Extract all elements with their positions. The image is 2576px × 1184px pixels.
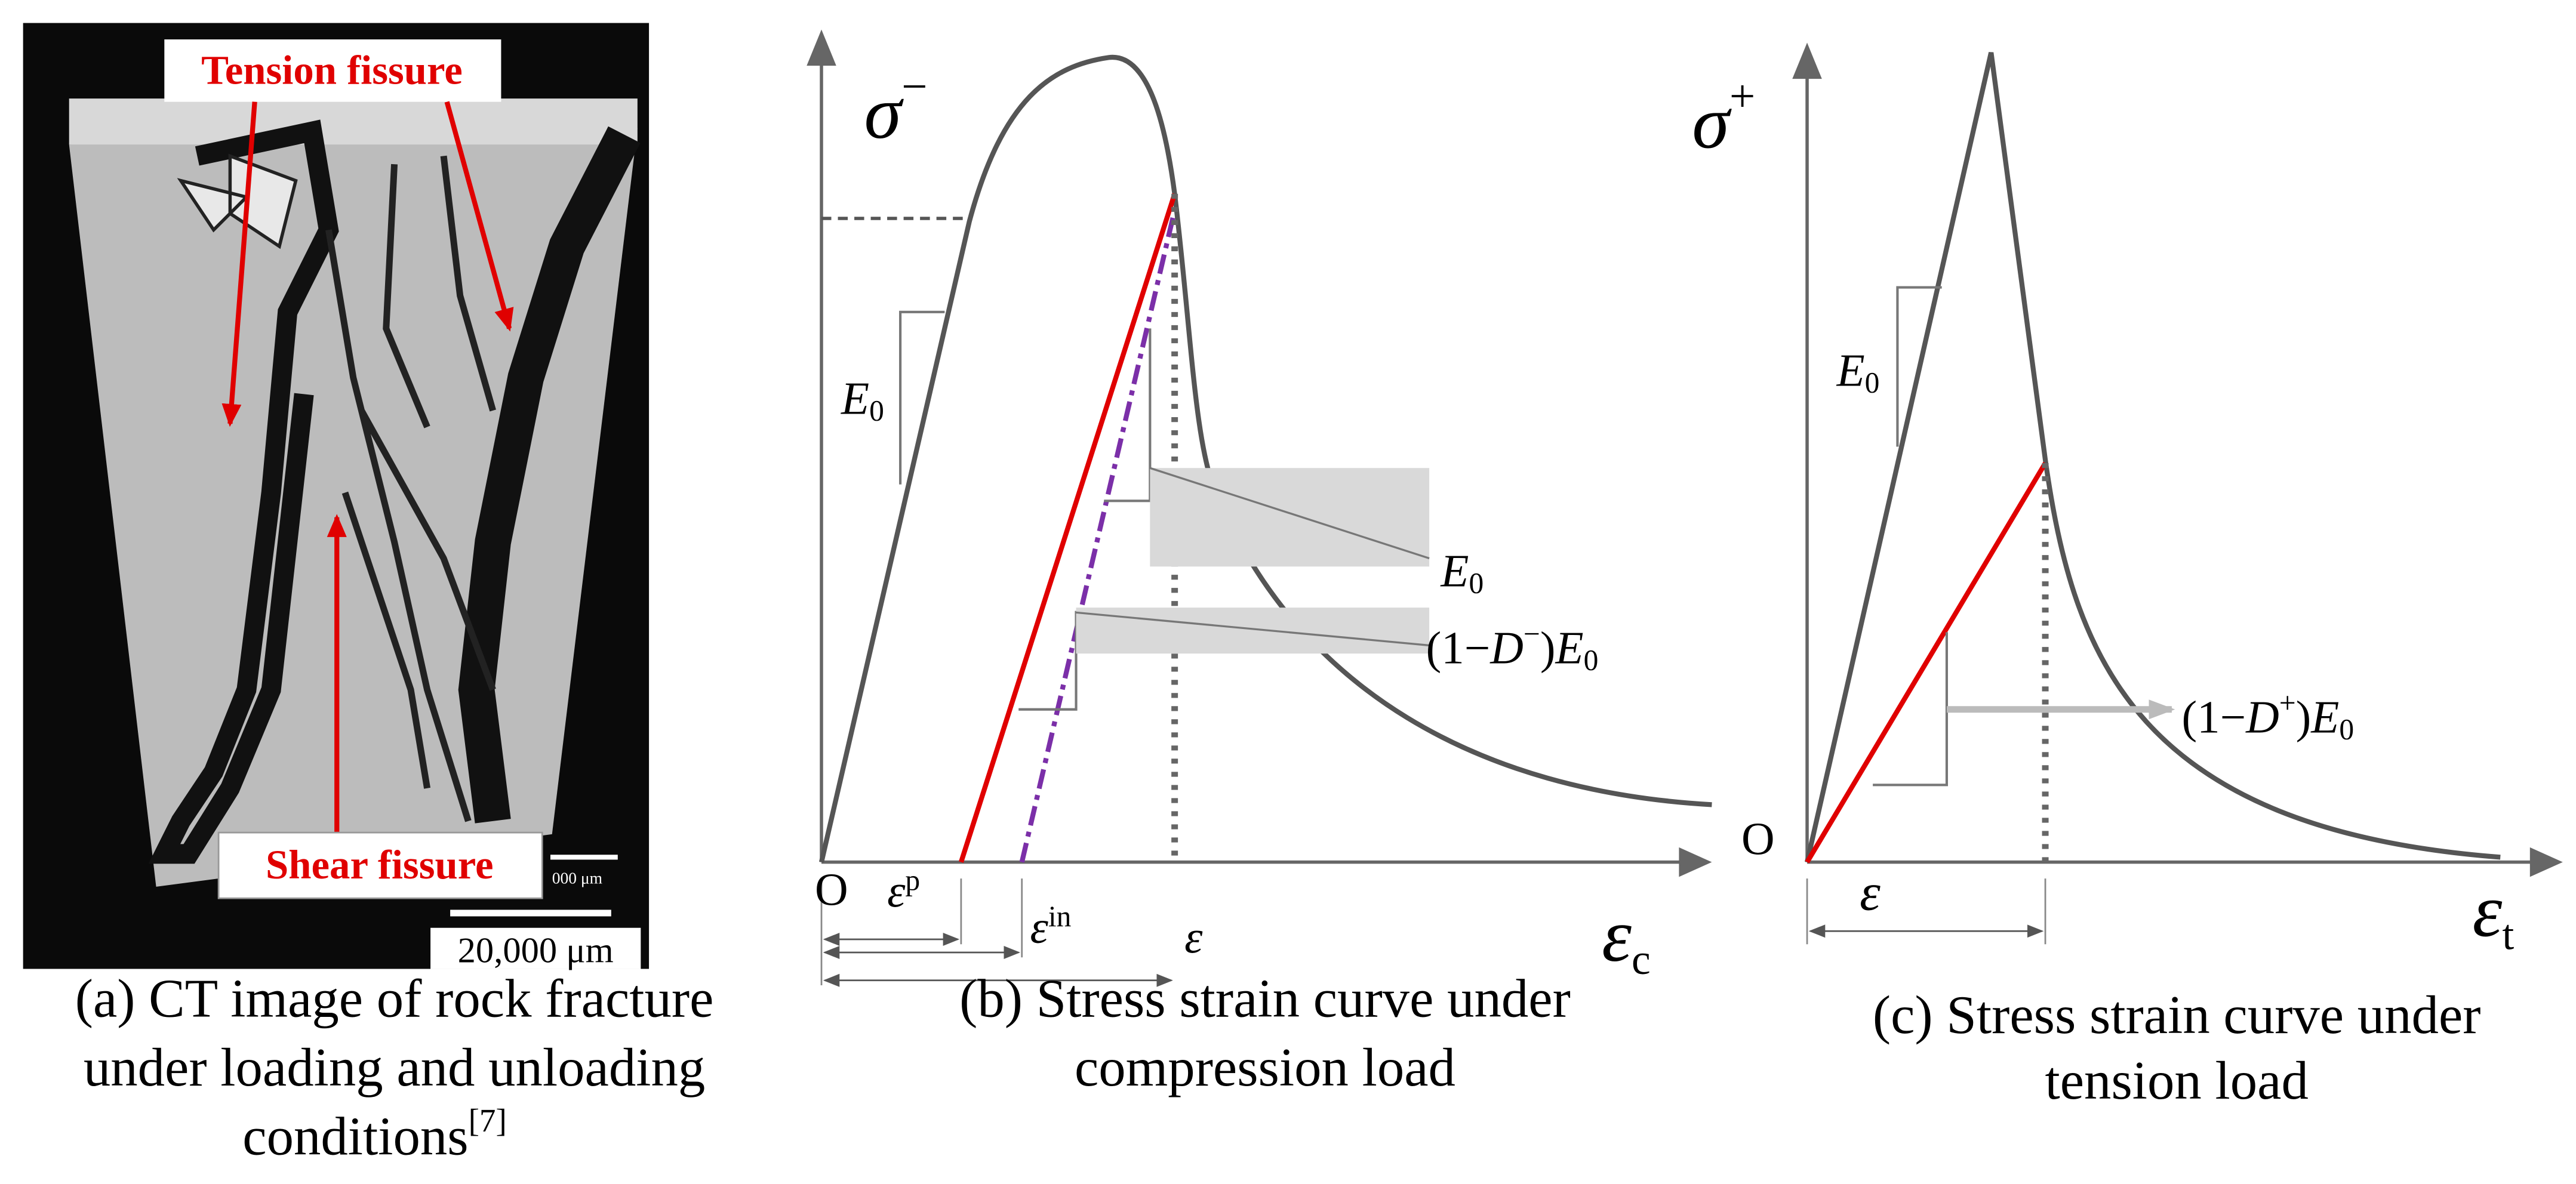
caption: (b) Stress strain curve under (959, 968, 1571, 1028)
caption: (a) CT image of rock fracture (75, 968, 714, 1028)
modulus-label: E0 (841, 372, 884, 427)
origin: O (815, 864, 848, 915)
modulus-label: E0 (1440, 545, 1484, 599)
x-axis-label: εt (2473, 869, 2515, 958)
arrow (221, 101, 257, 427)
plastic-strain: εp (887, 864, 920, 917)
scale-box (430, 927, 641, 969)
caption: compression load (1075, 1037, 1455, 1097)
tension-label: Tension fissure (201, 47, 463, 92)
strain: ε (1184, 911, 1203, 963)
y-axis-label: σ+ (1692, 70, 1755, 165)
shear-label: Shear fissure (266, 842, 494, 887)
label-box (217, 831, 543, 899)
modulus-label: E0 (1836, 345, 1880, 399)
strain: ε (1860, 864, 1881, 921)
origin: O (1741, 813, 1775, 864)
caption: under loading and unloading (84, 1037, 705, 1097)
scale-bar: 20,000 μm (458, 931, 614, 971)
inelastic-strain: εin (1030, 900, 1071, 953)
x-axis-label: εc (1602, 894, 1651, 983)
caption: (c) Stress strain curve under (1873, 985, 2481, 1045)
scale-small: 000 μm (552, 868, 602, 887)
panel-b-lines (807, 29, 1712, 987)
label-box (164, 39, 501, 102)
arrow (444, 101, 514, 332)
damaged-modulus: (1−D+)E0 (2181, 686, 2354, 745)
y-axis-label: σ− (864, 61, 928, 155)
caption: conditions[7] (242, 1102, 506, 1167)
damaged-modulus: (1−D−)E0 (1426, 618, 1599, 677)
panel-c-lines (1792, 42, 2563, 945)
caption: tension load (2045, 1050, 2309, 1111)
